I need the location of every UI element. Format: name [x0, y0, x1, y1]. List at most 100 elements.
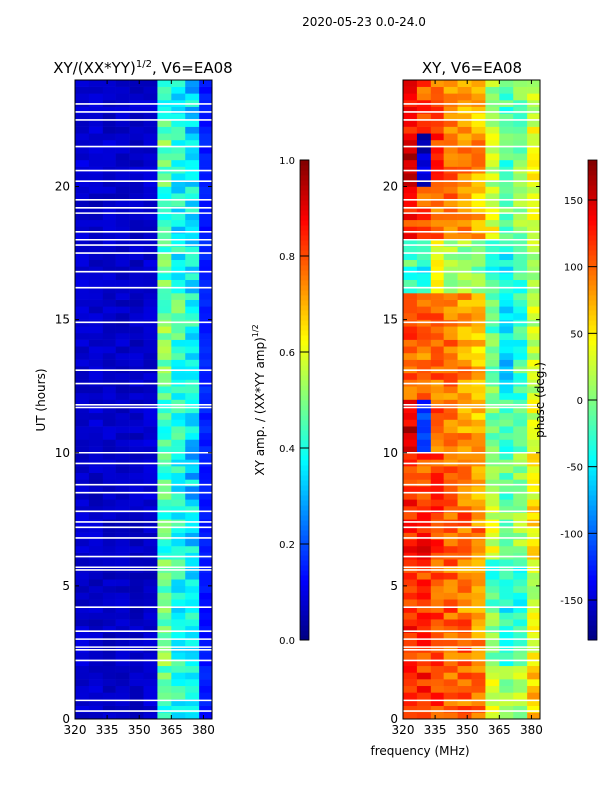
- heatmap-cell: [485, 512, 500, 520]
- heatmap-cell: [457, 619, 472, 627]
- heatmap-cell: [485, 592, 500, 600]
- colorbar-segment: [300, 570, 309, 576]
- heatmap-cell: [471, 319, 486, 327]
- heatmap-cell: [403, 652, 418, 660]
- heatmap-cell: [527, 672, 541, 680]
- heatmap-cell: [199, 219, 213, 227]
- heatmap-cell: [129, 545, 144, 553]
- heatmap-cell: [499, 193, 514, 201]
- heatmap-cell: [143, 519, 158, 527]
- colorbar-segment: [588, 310, 597, 316]
- heatmap-cell: [115, 206, 130, 214]
- heatmap-cell: [513, 386, 528, 394]
- heatmap-cell: [102, 412, 116, 420]
- heatmap-cell: [457, 312, 472, 320]
- heatmap-cell: [513, 392, 528, 400]
- heatmap-cell: [75, 106, 90, 114]
- heatmap-cell: [171, 419, 186, 427]
- colorbar-tick-label: 0.2: [279, 540, 295, 551]
- colorbar-segment: [588, 335, 597, 341]
- heatmap-cell: [513, 639, 528, 647]
- colorbar-segment: [300, 580, 309, 586]
- heatmap-cell: [115, 665, 130, 673]
- heatmap-cell: [143, 226, 158, 234]
- heatmap-cell: [527, 585, 541, 593]
- heatmap-cell: [75, 279, 90, 287]
- heatmap-cell: [403, 319, 418, 327]
- colorbar-segment: [588, 410, 597, 416]
- heatmap-cell: [171, 179, 186, 187]
- heatmap-cell: [430, 619, 444, 627]
- heatmap-cell: [416, 672, 432, 680]
- heatmap-cell: [403, 213, 418, 221]
- heatmap-cell: [129, 80, 144, 87]
- heatmap-cell: [171, 406, 186, 414]
- heatmap-cell: [75, 306, 90, 314]
- heatmap-cell: [185, 439, 200, 447]
- heatmap-cell: [88, 452, 104, 460]
- heatmap-cell: [430, 652, 444, 660]
- heatmap-cell: [471, 293, 486, 300]
- colorbar-segment: [300, 465, 309, 471]
- heatmap-cell: [143, 352, 158, 360]
- heatmap-cell: [185, 146, 200, 154]
- heatmap-cell: [499, 519, 514, 527]
- heatmap-cell: [115, 679, 130, 687]
- heatmap-cell: [485, 665, 500, 673]
- heatmap-cell: [527, 139, 541, 147]
- heatmap-cell: [199, 639, 213, 647]
- heatmap-cell: [471, 506, 486, 513]
- heatmap-cell: [416, 506, 432, 513]
- heatmap-cell: [499, 139, 514, 147]
- heatmap-cell: [485, 206, 500, 214]
- heatmap-cell: [403, 532, 418, 540]
- heatmap-cell: [527, 412, 541, 420]
- heatmap-cell: [115, 346, 130, 354]
- heatmap-cell: [185, 113, 200, 121]
- heatmap-cell: [102, 372, 116, 380]
- heatmap-cell: [171, 492, 186, 500]
- heatmap-cell: [499, 199, 514, 207]
- heatmap-cell: [171, 339, 186, 347]
- heatmap-cell: [471, 159, 486, 167]
- heatmap-cell: [115, 605, 130, 613]
- heatmap-cell: [471, 386, 486, 394]
- heatmap-cell: [115, 652, 130, 660]
- colorbar-segment: [588, 635, 597, 641]
- heatmap-cell: [403, 279, 418, 287]
- heatmap-cell: [75, 332, 90, 340]
- heatmap-cell: [143, 406, 158, 414]
- heatmap-cell: [443, 113, 458, 121]
- heatmap-cell: [443, 452, 458, 460]
- y-axis-label: UT (hours): [34, 368, 48, 431]
- heatmap-cell: [430, 193, 444, 201]
- y-tick-label: 5: [390, 579, 398, 593]
- colorbar-segment: [588, 255, 597, 261]
- heatmap-cell: [171, 233, 186, 241]
- colorbar-segment: [300, 350, 309, 356]
- heatmap-cell: [430, 439, 444, 447]
- heatmap-cell: [471, 266, 486, 274]
- heatmap-cell: [185, 392, 200, 400]
- heatmap-cell: [88, 599, 104, 607]
- heatmap-cell: [499, 346, 514, 354]
- heatmap-cell: [485, 179, 500, 187]
- heatmap-cell: [102, 559, 116, 567]
- heatmap-cell: [143, 93, 158, 101]
- heatmap-cell: [527, 219, 541, 227]
- heatmap-cell: [457, 406, 472, 414]
- heatmap-cell: [403, 359, 418, 367]
- colorbar-segment: [300, 565, 309, 571]
- heatmap-cell: [485, 492, 500, 500]
- heatmap-cell: [171, 525, 186, 533]
- heatmap-cell: [457, 512, 472, 520]
- heatmap-cell: [457, 519, 472, 527]
- heatmap-cell: [129, 259, 144, 267]
- colorbar-segment: [588, 400, 597, 406]
- heatmap-cell: [403, 679, 418, 687]
- heatmap-cell: [143, 279, 158, 287]
- heatmap-cell: [430, 80, 444, 87]
- heatmap-cell: [471, 226, 486, 234]
- heatmap-cell: [527, 712, 541, 720]
- heatmap-cell: [88, 572, 104, 580]
